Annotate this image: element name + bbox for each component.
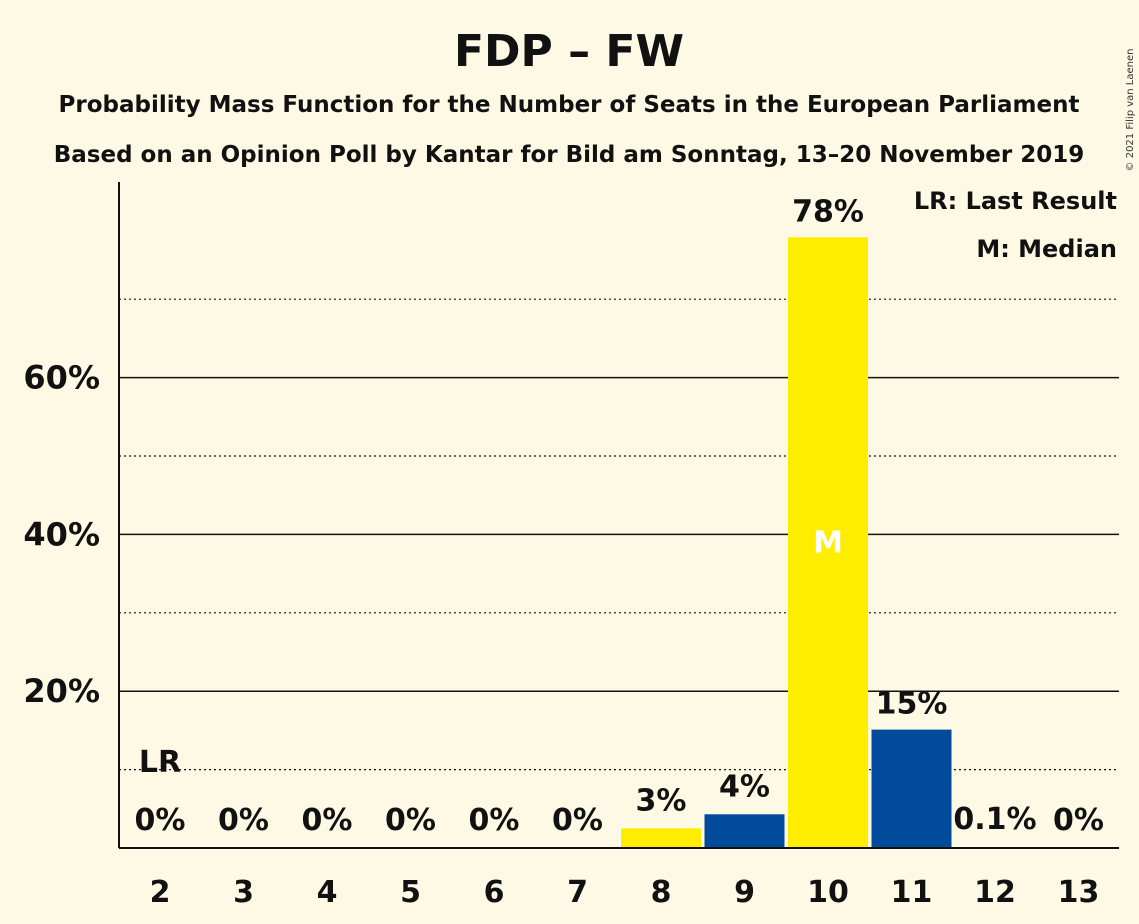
chart-subtitle-1: Probability Mass Function for the Number…	[59, 92, 1080, 118]
x-tick-label: 12	[974, 875, 1016, 910]
data-label: 0%	[302, 803, 353, 838]
bar	[788, 237, 868, 848]
x-tick-label: 9	[734, 875, 755, 910]
data-label: 0%	[135, 803, 186, 838]
chart-title: FDP – FW	[454, 26, 684, 77]
x-tick-label: 11	[891, 875, 933, 910]
y-tick-labels: 20% 40% 60%	[23, 359, 100, 711]
copyright-notice: © 2021 Filip van Laenen	[1125, 49, 1136, 172]
bar	[871, 729, 952, 848]
data-labels: 0% LR 0% 0% 0% 0% 0% 3% 4% 78% M 15% 0.1% 0%	[135, 194, 1104, 838]
x-tick-label: 13	[1058, 875, 1100, 910]
x-tick-label: 5	[400, 875, 421, 910]
x-tick-label: 6	[484, 875, 505, 910]
data-label: 0%	[218, 803, 269, 838]
x-tick-labels: 2 3 4 5 6 7 8 9 10 11 12 13	[150, 875, 1100, 910]
y-tick-label: 20%	[23, 672, 100, 710]
data-label: 0%	[1053, 803, 1104, 838]
bars	[621, 237, 1035, 848]
y-tick-label: 60%	[23, 359, 100, 397]
data-label: 15%	[876, 687, 948, 722]
x-tick-label: 2	[150, 875, 171, 910]
chart-subtitle-2: Based on an Opinion Poll by Kantar for B…	[54, 142, 1085, 168]
data-label: 0.1%	[953, 802, 1036, 837]
x-tick-label: 4	[317, 875, 338, 910]
x-tick-label: 8	[651, 875, 672, 910]
x-tick-label: 7	[567, 875, 588, 910]
data-label: 4%	[719, 769, 770, 804]
gridlines	[119, 298, 1119, 771]
x-tick-label: 3	[233, 875, 254, 910]
last-result-marker: LR	[139, 745, 181, 780]
legend-last-result: LR: Last Result	[914, 187, 1117, 215]
x-tick-label: 10	[807, 875, 849, 910]
data-label: 0%	[552, 803, 603, 838]
data-label: 0%	[469, 803, 520, 838]
legend-median: M: Median	[976, 235, 1117, 263]
median-marker: M	[813, 526, 843, 561]
data-label: 3%	[636, 783, 687, 818]
bar	[621, 828, 701, 848]
data-label: 78%	[792, 194, 864, 229]
data-label: 0%	[385, 803, 436, 838]
y-tick-label: 40%	[23, 515, 100, 553]
bar	[704, 814, 785, 848]
